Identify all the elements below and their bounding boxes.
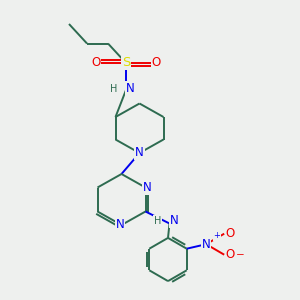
Text: N: N [116, 218, 124, 232]
Text: N: N [202, 238, 211, 251]
Text: +: + [213, 231, 220, 240]
Text: H: H [154, 215, 161, 226]
Text: O: O [92, 56, 100, 70]
Text: N: N [135, 146, 144, 160]
Text: −: − [236, 250, 245, 260]
Text: N: N [169, 214, 178, 227]
Text: O: O [226, 227, 235, 240]
Text: N: N [126, 82, 135, 95]
Text: H: H [110, 83, 118, 94]
Text: S: S [122, 56, 130, 70]
Text: O: O [226, 248, 235, 261]
Text: N: N [142, 181, 152, 194]
Text: O: O [152, 56, 160, 70]
